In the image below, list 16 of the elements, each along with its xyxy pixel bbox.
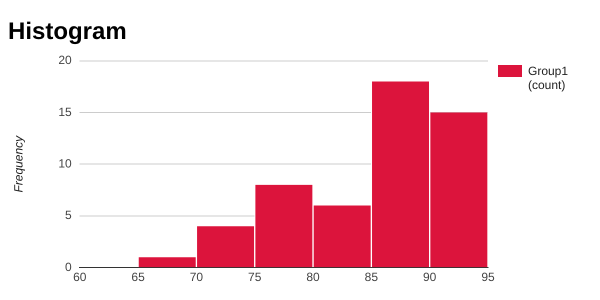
- y-tick-label: 20: [58, 53, 72, 68]
- x-tick-label: 75: [248, 270, 262, 284]
- x-tick-label: 95: [481, 270, 495, 284]
- y-tick-label: 10: [58, 156, 72, 171]
- x-tick-label: 80: [306, 270, 320, 284]
- y-tick-label: 0: [65, 260, 72, 274]
- x-tick-label: 65: [131, 270, 146, 284]
- x-tick-label: 85: [364, 270, 378, 284]
- y-tick-label: 15: [58, 104, 72, 119]
- x-tick-label: 70: [190, 270, 204, 284]
- y-tick-label: 5: [65, 208, 72, 222]
- chart-title: Histogram: [8, 18, 127, 46]
- x-tick-label: 60: [73, 270, 87, 284]
- x-tick-label: 90: [423, 270, 437, 284]
- legend-label: Group1 (count): [528, 64, 570, 92]
- y-axis-title: Frequency: [12, 134, 26, 193]
